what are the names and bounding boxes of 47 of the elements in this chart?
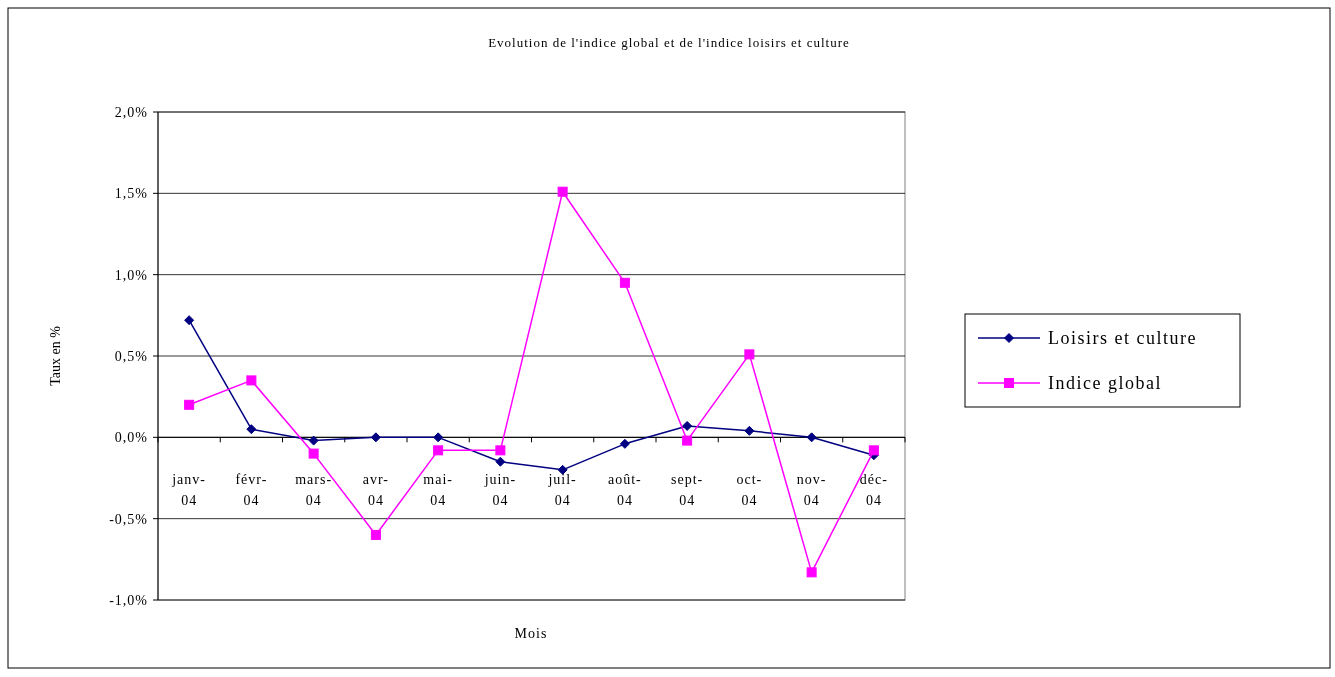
point <box>682 435 693 446</box>
point <box>806 567 817 578</box>
x-tick-label: juin-04 <box>483 472 517 508</box>
x-tick-label: mars-04 <box>295 472 333 508</box>
legend-label: Indice global <box>1048 373 1162 394</box>
point <box>619 438 630 449</box>
point <box>308 435 319 446</box>
point <box>246 375 257 386</box>
point <box>868 445 879 456</box>
x-tick-label: juil-04 <box>547 472 577 508</box>
point <box>495 445 506 456</box>
x-tick-label: janv-04 <box>171 472 207 508</box>
point <box>744 425 755 436</box>
point <box>744 349 755 360</box>
y-tick-label: 2,0% <box>114 104 148 120</box>
y-tick-label: -1,0% <box>109 592 148 608</box>
x-tick-label: oct-04 <box>736 472 763 508</box>
point <box>308 448 319 459</box>
x-axis-title: Mois <box>514 626 548 641</box>
point <box>495 456 506 467</box>
point <box>806 432 817 443</box>
point <box>184 315 195 326</box>
x-tick-label: sept-04 <box>671 472 704 508</box>
point <box>246 424 257 435</box>
y-tick-label: 1,0% <box>114 267 148 283</box>
point <box>557 186 568 197</box>
point <box>433 432 444 443</box>
x-tick-label: mai-04 <box>423 472 453 508</box>
x-tick-label: avr-04 <box>362 472 390 508</box>
point <box>433 445 444 456</box>
y-tick-label: 0,0% <box>114 430 148 446</box>
point <box>370 529 381 540</box>
x-tick-label: févr-04 <box>235 472 268 508</box>
y-tick-label: 0,5% <box>114 348 148 364</box>
x-tick-label: nov-04 <box>796 472 827 508</box>
point <box>557 464 568 475</box>
y-tick-label: -0,5% <box>109 511 148 527</box>
point <box>682 420 693 431</box>
x-tick-label: août-04 <box>607 472 642 508</box>
chart-title: Evolution de l'indice global et de l'indice loisirs et culture <box>488 35 850 50</box>
point <box>184 399 195 410</box>
point <box>619 277 630 288</box>
x-tick-label: déc-04 <box>859 472 888 508</box>
y-tick-label: 1,5% <box>114 186 148 202</box>
legend-label: Loisirs et culture <box>1048 328 1197 349</box>
point <box>370 432 381 443</box>
y-axis-title: Taux en % <box>48 325 63 386</box>
